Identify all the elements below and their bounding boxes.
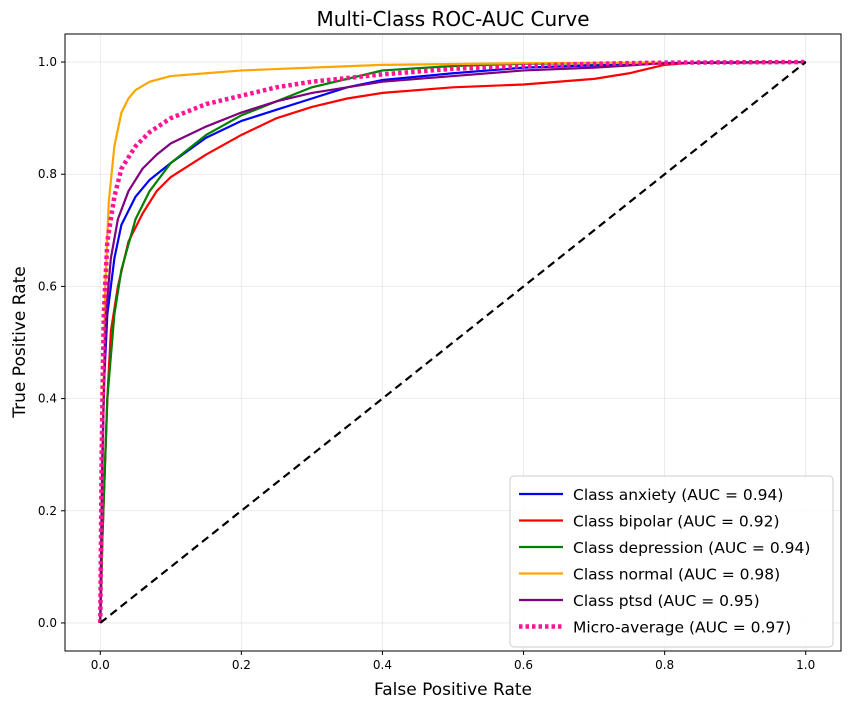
x-tick-label: 0.8 [655,658,674,672]
x-tick-label: 0.6 [514,658,533,672]
plot-lines [98,59,807,624]
axis-ticks: 0.0 0.2 0.4 0.6 0.8 1.0 0.0 0.2 0.4 0.6 0.8 1.0 [38,55,815,672]
legend-label-3: Class normal (AUC = 0.98) [573,566,780,584]
grid [65,34,841,651]
diagonal-reference-line [99,61,807,624]
legend-label-2: Class depression (AUC = 0.94) [573,539,810,557]
y-tick-label: 1.0 [38,55,57,69]
x-axis-label: False Positive Rate [374,680,532,700]
chart-title: Multi-Class ROC-AUC Curve [316,7,589,31]
x-tick-label: 1.0 [796,658,815,672]
legend-label-4: Class ptsd (AUC = 0.95) [573,592,760,610]
series-line-0 [99,60,806,623]
x-tick-label: 0.4 [373,658,392,672]
x-tick-label: 0.2 [232,658,251,672]
y-tick-label: 0.2 [38,504,57,518]
y-tick-label: 0.0 [38,616,57,630]
y-tick-label: 0.4 [38,392,57,406]
legend-box [509,475,834,648]
legend-label-1: Class bipolar (AUC = 0.92) [573,513,780,531]
legend-label-5: Micro-average (AUC = 0.97) [573,619,791,637]
legend: Class anxiety (AUC = 0.94) Class bipolar … [509,475,834,648]
x-tick-label: 0.0 [91,658,110,672]
y-tick-label: 0.6 [38,279,57,293]
series-line-4 [99,60,806,623]
series-line-2 [99,60,806,623]
legend-label-0: Class anxiety (AUC = 0.94) [573,486,783,504]
y-tick-label: 0.8 [38,167,57,181]
series-line-5 [98,59,806,623]
axes-frame [64,33,842,652]
y-axis-label: True Positive Rate [10,266,30,418]
